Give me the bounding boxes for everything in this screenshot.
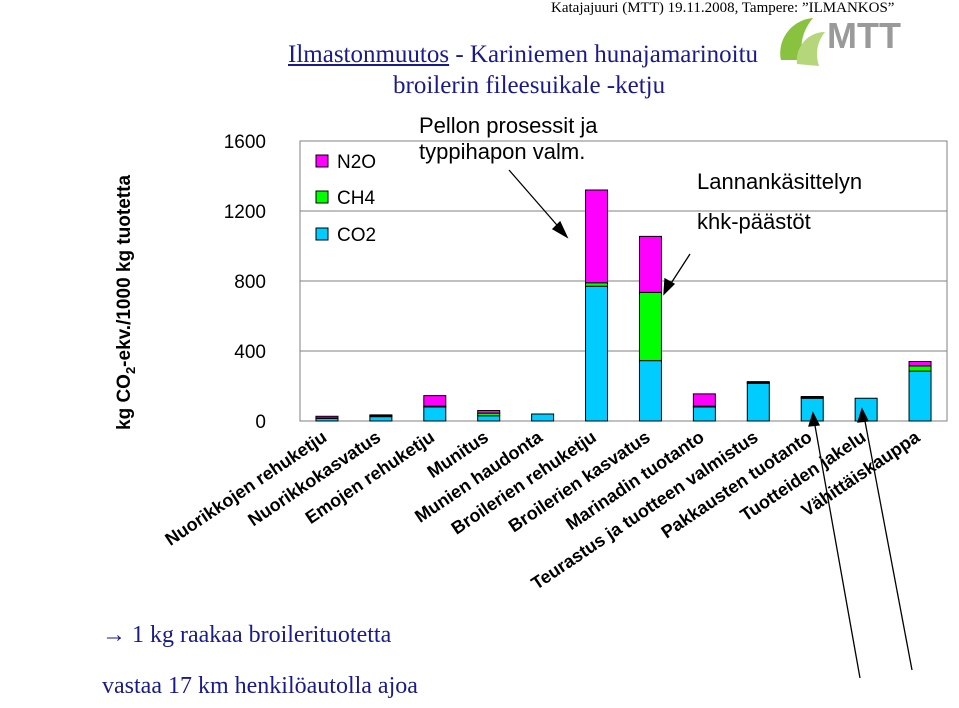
bar-CO2-1 [369,416,393,422]
bar-CO2-3 [477,415,501,422]
y-tick-800: 800 [234,272,266,293]
legend: N2O CH4 CO2 [315,152,376,246]
footnote-line1: → 1 kg raakaa broilerituotetta [102,622,392,648]
y-tick-400: 400 [234,342,266,363]
annotation-1-line2: typpihapon valm. [419,139,585,164]
mtt-logo: MTT [773,10,923,75]
bar-N2O-7 [692,393,716,407]
legend-label-CO2: CO2 [337,225,376,246]
bar-N2O-8 [746,381,770,383]
y-axis-label-main: kg CO [114,374,135,430]
y-axis-label-sub: 2 [123,367,138,374]
y-axis-label: kg CO2-ekv./1000 kg tuotetta [114,175,138,430]
arrow-manure-head [663,277,676,296]
arrow-distribution-head [808,411,821,427]
logo-text: MTT [827,15,901,56]
annotations: Pellon prosessit ja typpihapon valm. Lan… [419,113,862,234]
bar-CO2-6 [638,360,662,422]
legend-swatch-N2O [315,154,329,168]
bar-N2O-2 [423,395,447,407]
bar-CO2-7 [692,406,716,422]
bar-N2O-11 [908,361,932,367]
bar-CH4-6 [638,291,662,362]
arrow-distribution [813,419,861,679]
annotation-2-line2: khk-päästöt [697,209,811,234]
y-tick-labels: 0 400 800 1200 1600 [224,132,266,433]
bar-N2O-9 [800,396,824,398]
bar-CO2-8 [746,382,770,422]
bar-series [315,189,932,422]
arrow-fields [508,169,564,233]
title-link[interactable]: Ilmastonmuutos [288,41,450,68]
source-credit: Katajajuuri (MTT) 19.11.2008, Tampere: ”… [551,0,895,16]
annotation-1-line1: Pellon prosessit ja [419,113,598,138]
annotation-arrows [508,169,913,679]
annotation-2-line1: Lannankäsittelyn [697,169,862,194]
y-tick-1200: 1200 [224,202,266,223]
arrow-retail-head [857,407,870,423]
bar-N2O-5 [585,189,609,284]
legend-swatch-CO2 [315,227,329,241]
bar-N2O-0 [315,415,339,419]
plot-area [299,140,948,422]
arrow-retail [863,415,913,671]
title-rest: - Kariniemen hunajamarinoitu [449,41,759,68]
chart-title-line2: broilerin fileesuikale -ketju [393,72,666,99]
bar-CH4-11 [908,365,932,372]
bar-CO2-5 [585,285,609,422]
y-tick-1600: 1600 [224,132,266,153]
y-axis-label-rest: -ekv./1000 kg tuotetta [114,175,135,367]
x-tick-labels: Nuorikkojen rehuketjuNuorikkokasvatusEmo… [161,426,924,593]
legend-swatch-CH4 [315,190,329,204]
legend-label-CH4: CH4 [337,188,375,209]
bar-CO2-4 [531,413,555,422]
legend-label-N2O: N2O [337,152,376,173]
bar-CO2-2 [423,406,447,422]
bar-CH4-5 [585,282,609,287]
chart-title-line1: Ilmastonmuutos - Kariniemen hunajamarino… [288,41,758,69]
y-tick-0: 0 [255,412,266,433]
bar-N2O-3 [477,410,501,414]
footnote-line2: vastaa 17 km henkilöautolla ajoa [102,673,418,699]
bar-CO2-11 [908,370,932,422]
arrow-fields-head [551,220,569,239]
bar-N2O-1 [369,414,393,417]
bar-N2O-6 [638,235,662,293]
